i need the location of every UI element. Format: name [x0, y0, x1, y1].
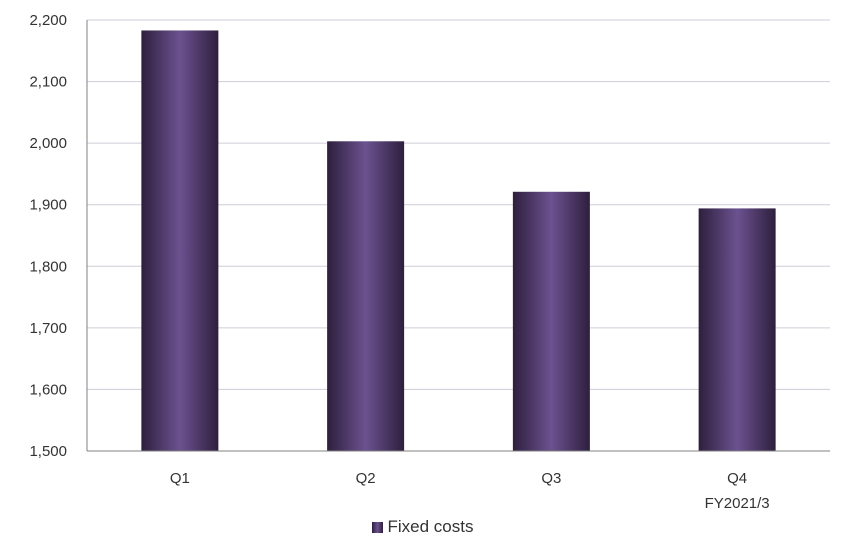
x-tick-label: Q4 [727, 470, 747, 487]
y-tick-label: 1,700 [29, 320, 67, 337]
bar-q3 [512, 191, 590, 451]
y-tick-label: 2,100 [29, 74, 67, 91]
y-tick-label: 2,200 [29, 12, 67, 29]
bar-q1 [141, 30, 219, 452]
y-tick-label: 1,600 [29, 381, 67, 398]
legend-label: Fixed costs [387, 517, 474, 536]
y-tick-label: 1,500 [29, 443, 67, 460]
y-tick-label: 1,800 [29, 258, 67, 275]
legend-swatch [371, 521, 383, 533]
bar-q2 [327, 141, 405, 451]
labels: 1,500 1,600 1,700 1,800 1,900 2,000 2,100 2,200… [29, 12, 769, 512]
legend: Fixed costs [0, 517, 845, 537]
bars [141, 30, 776, 452]
x-tick-label: Q3 [541, 470, 561, 487]
y-tick-label: 2,000 [29, 135, 67, 152]
x-tick-label: Q2 [356, 470, 376, 487]
axes [86, 20, 830, 452]
x-subcategory-label: FY2021/3 [705, 495, 770, 512]
y-tick-label: 1,900 [29, 197, 67, 214]
x-tick-label: Q1 [170, 470, 190, 487]
bar-q4 [698, 208, 776, 451]
